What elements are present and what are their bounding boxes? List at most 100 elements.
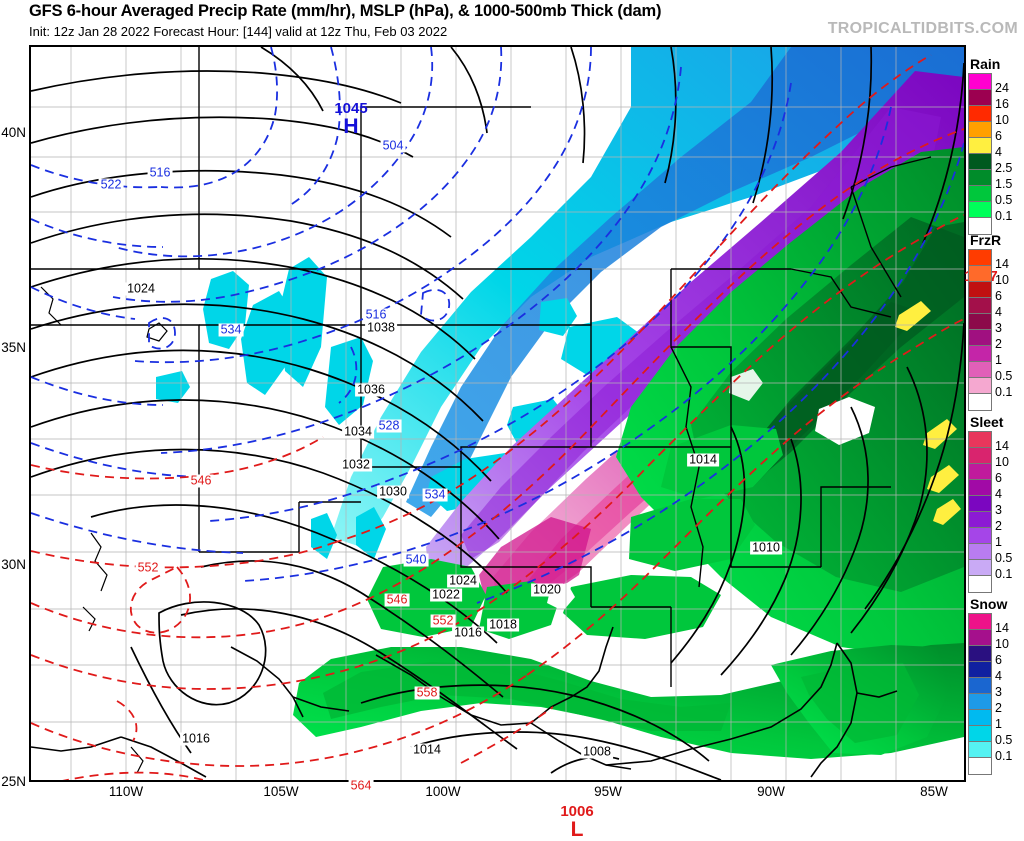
legend-label: 4 [995,669,1002,683]
legend-label: 0.1 [995,385,1013,399]
legend-swatch [969,512,991,528]
map-frame[interactable] [29,45,966,782]
legend-swatch [969,298,991,314]
map-canvas[interactable] [31,47,964,780]
thickness-contours-cold [31,47,964,604]
legend-label: 2 [995,519,1002,533]
legend-color-scale [968,73,992,235]
legend-label: 14 [995,257,1009,271]
legend-label: 0.5 [995,551,1013,565]
y-axis-tick-label: 40N [1,125,26,140]
legend-color-scale [968,431,992,593]
legend-swatch [969,90,991,106]
isobar-label: 1020 [531,582,563,597]
terrain-outline [40,286,168,774]
legend-panel: Rain 24 16 10 6 4 2.5 1.5 0.5 0.1 FrzR 14 10 6 4 3 2 1 0.5… [968,45,1024,782]
legend-label: 1.5 [995,177,1013,191]
legend-swatch [969,448,991,464]
geography-layer [31,47,964,780]
legend-swatch [969,528,991,544]
legend-swatch [969,710,991,726]
legend-swatch-none [969,394,991,410]
isobar-label: 1018 [487,617,519,632]
thickness-layer [31,47,964,780]
pressure-value: 1045 [334,100,368,117]
legend-label: 0.1 [995,567,1013,581]
isobar-label: 1014 [687,452,719,467]
pressure-symbol: H [343,115,359,138]
legend-labels: 14 10 6 4 3 2 1 0.5 0.1 [995,249,1012,411]
isobar-label: 1032 [340,457,372,472]
legend-swatch [969,694,991,710]
isobar-label: 1016 [180,731,212,746]
legend-label: 1 [995,353,1002,367]
thickness-label-cold: 516 [147,165,173,180]
isobar-label: 1036 [355,382,387,397]
legend-label: 3 [995,321,1002,335]
legend-swatch [969,464,991,480]
legend-label: 10 [995,113,1009,127]
legend-swatch [969,646,991,662]
y-axis-tick-label: 30N [1,557,26,572]
legend-title: FrzR [970,232,1002,248]
legend-color-scale [968,249,992,411]
x-axis-tick-label: 100W [425,784,461,799]
legend-label: 0.1 [995,749,1013,763]
county-lines [31,47,964,780]
isobar-label: 1016 [452,625,484,640]
legend-swatch [969,742,991,758]
legend-swatch [969,378,991,394]
legend-label: 1 [995,535,1002,549]
isobar-label: 1024 [447,573,479,588]
legend-label: 4 [995,305,1002,319]
legend-swatch [969,138,991,154]
x-axis-tick-label: 85W [920,784,948,799]
legend-group-rain: Rain 24 16 10 6 4 2.5 1.5 0.5 0.1 [968,57,1024,235]
legend-label: 14 [995,621,1009,635]
thickness-label-cold: 534 [218,322,244,337]
legend-swatch [969,154,991,170]
legend-swatch [969,122,991,138]
legend-group-sleet: Sleet 14 10 6 4 3 2 1 0.5 0.1 [968,415,1024,593]
pressure-center-high: 1045 H [334,101,367,137]
isobar-label: 1008 [581,744,613,759]
legend-swatch [969,170,991,186]
legend-swatch [969,480,991,496]
x-axis-tick-label: 95W [594,784,622,799]
legend-label: 0.5 [995,733,1013,747]
legend-label: 0.5 [995,193,1013,207]
x-axis-tick-label: 110W [108,784,144,799]
legend-labels: 14 10 6 4 3 2 1 0.5 0.1 [995,613,1012,775]
legend-swatch-none [969,758,991,774]
legend-label: 0.5 [995,369,1013,383]
legend-label: 2 [995,337,1002,351]
legend-swatch [969,250,991,266]
page-subtitle: Init: 12z Jan 28 2022 Forecast Hour: [14… [29,24,448,39]
thickness-label-warm: 546 [188,473,214,488]
y-axis-tick-label: 25N [1,774,26,789]
legend-swatch [969,630,991,646]
legend-label: 14 [995,439,1009,453]
legend-swatch-none [969,218,991,234]
legend-swatch [969,266,991,282]
legend-label: 3 [995,685,1002,699]
legend-swatch [969,330,991,346]
legend-label: 16 [995,97,1009,111]
legend-swatch [969,496,991,512]
legend-label: 3 [995,503,1002,517]
thickness-contours-warm [31,54,964,780]
legend-label: 6 [995,471,1002,485]
pressure-symbol: L [570,818,584,841]
thickness-label-warm: 552 [430,613,456,628]
legend-swatch [969,74,991,90]
legend-labels: 24 16 10 6 4 2.5 1.5 0.5 0.1 [995,73,1012,235]
mslp-isobar-layer [31,47,964,780]
pressure-center-low: 1006 L [560,804,593,840]
legend-swatch-none [969,576,991,592]
y-axis-tick-label: 35N [1,340,26,355]
page-title: GFS 6-hour Averaged Precip Rate (mm/hr),… [29,2,662,20]
legend-swatch [969,314,991,330]
legend-swatch [969,544,991,560]
isobar-label: 1030 [377,484,409,499]
